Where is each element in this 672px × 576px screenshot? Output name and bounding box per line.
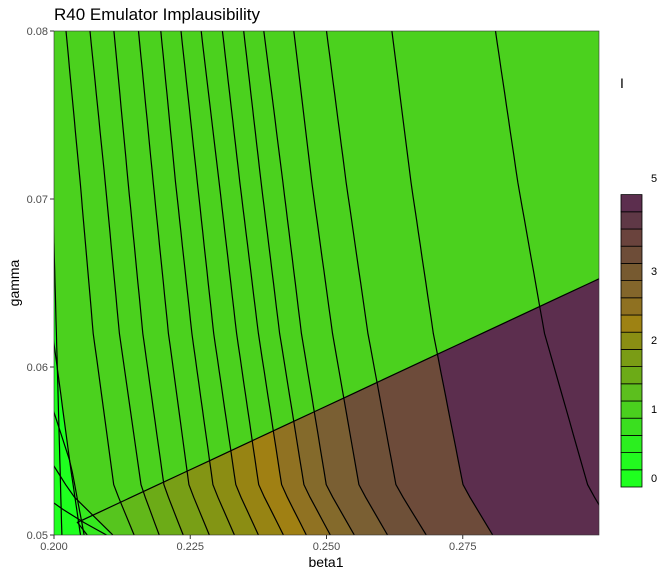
contour-line xyxy=(160,31,235,535)
legend-swatch xyxy=(620,262,643,281)
legend-title: I xyxy=(620,75,624,91)
legend-label: 1 xyxy=(651,404,657,416)
legend-label: 0 xyxy=(651,473,657,485)
contour-line xyxy=(65,31,135,535)
y-tick-label: 0.06 xyxy=(27,362,48,374)
x-tick-label: 0.225 xyxy=(176,541,204,553)
y-tick-label: 0.08 xyxy=(27,26,48,38)
y-tick-label: 0.05 xyxy=(27,530,48,542)
contour-band xyxy=(54,31,599,535)
legend-swatch xyxy=(620,297,643,316)
contour-line xyxy=(137,31,210,535)
legend-swatch xyxy=(620,452,643,471)
legend-label: 2 xyxy=(651,335,657,347)
contour-line xyxy=(263,31,355,535)
legend-swatch xyxy=(620,348,643,367)
contour-line xyxy=(76,278,599,535)
legend-swatch xyxy=(620,228,643,247)
contour-line xyxy=(89,31,160,535)
legend-swatch xyxy=(620,469,643,488)
legend-swatch xyxy=(620,366,643,385)
contour-lines xyxy=(54,31,599,535)
contour-line xyxy=(180,31,259,535)
x-tick-label: 0.250 xyxy=(313,541,341,553)
legend: I 0 1 2 3 5 xyxy=(620,75,657,488)
legend-swatch xyxy=(620,331,643,350)
legend-swatch xyxy=(620,383,643,402)
contour-bands xyxy=(54,31,599,535)
contour-line xyxy=(494,31,599,506)
legend-swatch xyxy=(620,211,643,230)
legend-swatch xyxy=(620,434,643,453)
legend-swatch xyxy=(620,314,643,333)
legend-swatch xyxy=(620,280,643,299)
contour-line xyxy=(113,31,184,535)
y-tick-label: 0.07 xyxy=(27,194,48,206)
legend-swatch xyxy=(620,245,643,264)
contour-line xyxy=(54,410,85,535)
contour-line xyxy=(325,31,427,535)
x-axis-title: beta1 xyxy=(308,554,343,570)
contour-line xyxy=(54,338,82,535)
x-tick-label: 0.275 xyxy=(449,541,477,553)
contour-line xyxy=(391,31,494,535)
contour-line xyxy=(54,224,63,535)
contour-line xyxy=(293,31,389,535)
chart-title: R40 Emulator Implausibility xyxy=(54,5,260,24)
legend-label: 5 xyxy=(651,173,657,185)
x-tick-label: 0.200 xyxy=(40,541,68,553)
contour-line xyxy=(221,31,307,535)
contour-line xyxy=(243,31,331,535)
axes: 0.200 0.225 0.250 0.275 0.05 0.06 0.07 0.08 xyxy=(27,26,600,553)
legend-swatch xyxy=(620,194,643,213)
legend-swatch xyxy=(620,417,643,436)
legend-label: 3 xyxy=(651,266,657,278)
contour-line xyxy=(200,31,284,535)
y-axis-title: gamma xyxy=(6,259,22,306)
legend-swatch xyxy=(620,400,643,419)
